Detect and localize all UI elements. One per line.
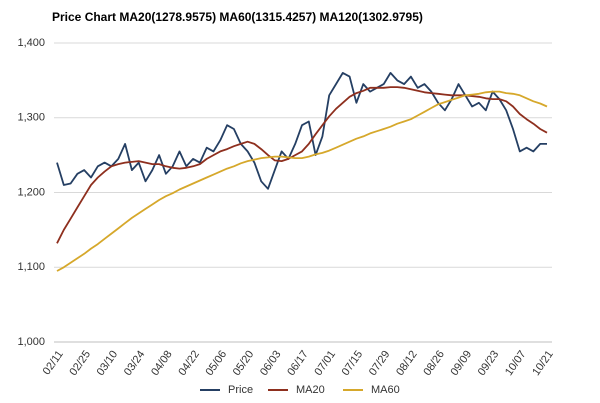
y-tick-label: 1,200	[17, 186, 45, 198]
x-tick-label: 10/21	[530, 349, 556, 378]
x-tick-label: 05/06	[204, 349, 230, 378]
x-tick-label: 03/10	[95, 349, 121, 378]
x-tick-label: 04/08	[149, 349, 175, 378]
y-tick-label: 1,100	[17, 261, 45, 273]
y-tick-label: 1,300	[17, 112, 45, 124]
x-tick-label: 09/09	[449, 349, 475, 378]
x-tick-label: 08/26	[421, 349, 447, 378]
legend-label: MA20	[296, 384, 325, 396]
x-tick-label: 04/22	[176, 349, 202, 378]
x-tick-label: 06/03	[258, 349, 284, 378]
x-tick-label: 09/23	[476, 349, 502, 378]
y-tick-label: 1,400	[17, 37, 45, 49]
legend-label: MA60	[371, 384, 400, 396]
x-tick-label: 03/24	[122, 349, 148, 378]
series-line	[56, 90, 548, 272]
x-tick-label: 07/29	[367, 349, 393, 378]
series-line	[56, 72, 547, 190]
x-tick-label: 06/17	[285, 349, 311, 378]
x-tick-label: 02/25	[67, 349, 93, 378]
x-tick-label: 05/20	[231, 349, 257, 378]
x-tick-label: 10/07	[503, 349, 529, 378]
x-tick-label: 07/15	[340, 349, 366, 378]
legend-label: Price	[228, 384, 253, 396]
x-tick-label: 02/11	[41, 349, 66, 378]
x-tick-label: 08/12	[394, 349, 420, 378]
y-tick-label: 1,000	[17, 336, 45, 348]
chart-title: Price Chart MA20(1278.9575) MA60(1315.42…	[52, 10, 423, 24]
x-tick-label: 07/01	[312, 349, 338, 378]
